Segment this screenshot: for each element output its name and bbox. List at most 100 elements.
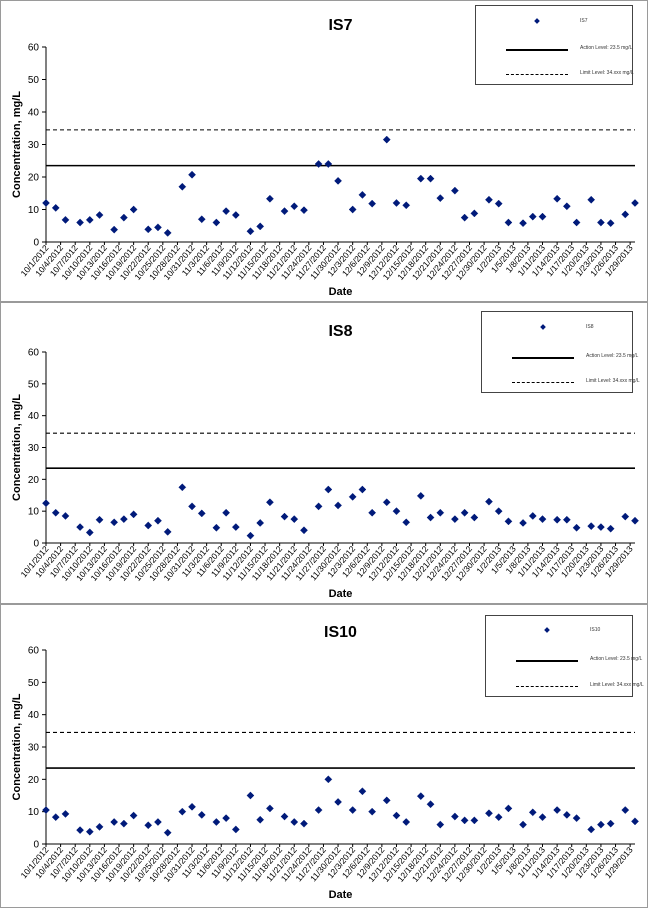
y-tick-label: 0	[33, 539, 39, 550]
y-tick-label: 40	[28, 411, 40, 422]
y-tick-label: 50	[28, 379, 40, 390]
data-point	[402, 201, 411, 210]
data-point	[392, 507, 401, 516]
data-point	[382, 498, 391, 507]
data-point	[470, 513, 479, 522]
legend-is8: IS8 Action Level: 23.5 mg/L Limit Level:…	[481, 311, 640, 393]
data-point	[61, 512, 70, 520]
data-point	[606, 524, 615, 533]
y-axis-label: Concentration, mg/L	[11, 693, 23, 800]
data-point	[231, 211, 240, 219]
y-tick-label: 20	[28, 173, 40, 184]
data-point	[154, 223, 162, 232]
data-point	[188, 502, 196, 511]
legend-item-action-level: Action Level: 23.5 mg/L	[476, 43, 632, 55]
data-point	[61, 216, 70, 224]
data-point	[178, 182, 187, 191]
data-point	[129, 811, 138, 820]
data-point	[460, 508, 469, 517]
data-point	[597, 820, 605, 829]
data-point	[572, 523, 581, 532]
data-point	[426, 174, 435, 183]
data-point	[110, 225, 119, 234]
data-point	[246, 227, 255, 236]
y-tick-label: 10	[28, 205, 40, 216]
y-axis-label: Concentration, mg/L	[11, 394, 23, 501]
data-point	[144, 821, 153, 830]
data-point	[402, 818, 411, 826]
y-tick-label: 20	[28, 775, 40, 786]
data-point	[334, 177, 342, 185]
data-point	[562, 515, 571, 524]
data-point	[553, 515, 561, 524]
data-point	[528, 808, 537, 817]
dashed-line-icon	[512, 382, 574, 383]
data-point	[280, 512, 289, 521]
data-point	[597, 523, 605, 531]
y-tick-label: 40	[28, 710, 40, 721]
chart-title: IS7	[328, 17, 352, 34]
y-tick-label: 60	[28, 43, 40, 54]
data-point	[528, 212, 537, 221]
legend-is7: IS7 Action Level: 23.5 mg/L Limit Level:…	[475, 5, 634, 85]
data-point	[300, 526, 308, 535]
data-point	[129, 205, 138, 214]
data-point	[280, 207, 289, 216]
legend-label: IS8	[586, 324, 594, 330]
data-point	[222, 207, 230, 216]
legend-label: IS10	[590, 627, 601, 633]
data-point	[120, 819, 128, 828]
data-point	[95, 822, 104, 831]
data-point	[42, 199, 50, 207]
data-point	[368, 199, 377, 208]
legend-label: Limit Level: 34.xxx mg/L	[590, 682, 644, 688]
dashed-line-icon	[506, 74, 568, 75]
data-point	[504, 517, 513, 526]
legend-item-action-level: Action Level: 23.5 mg/L	[486, 654, 642, 666]
data-point	[358, 190, 367, 199]
data-point	[212, 523, 221, 532]
data-point	[324, 775, 333, 784]
data-point	[231, 523, 240, 531]
data-point	[553, 806, 561, 814]
data-point	[266, 804, 274, 813]
data-point	[562, 811, 571, 819]
data-point	[436, 508, 445, 517]
y-tick-label: 30	[28, 443, 40, 454]
legend-item-series: IS7	[476, 16, 632, 28]
data-point	[631, 817, 639, 826]
data-point	[451, 186, 459, 195]
data-point	[631, 516, 639, 525]
data-point	[416, 174, 425, 183]
data-point	[572, 218, 581, 227]
data-point	[451, 515, 459, 524]
data-point	[197, 509, 206, 518]
data-point	[562, 202, 571, 211]
data-point	[334, 501, 342, 510]
dashed-line-icon	[516, 686, 578, 687]
data-point	[597, 218, 605, 227]
data-point	[382, 135, 391, 144]
data-point	[51, 508, 60, 517]
data-point	[460, 213, 469, 222]
data-point	[587, 825, 596, 834]
data-point	[451, 812, 459, 821]
data-point	[485, 497, 493, 506]
legend-label: IS7	[580, 18, 588, 24]
data-point	[606, 219, 615, 228]
data-point	[494, 813, 503, 822]
y-tick-label: 0	[33, 238, 39, 249]
data-point	[163, 527, 172, 536]
y-tick-label: 30	[28, 743, 40, 754]
data-point	[528, 512, 537, 520]
data-point	[144, 521, 153, 530]
data-point	[76, 523, 84, 531]
y-tick-label: 60	[28, 646, 40, 657]
diamond-marker-icon	[544, 627, 550, 633]
data-point	[392, 199, 401, 207]
data-point	[280, 812, 289, 821]
data-point	[631, 199, 639, 207]
y-tick-label: 60	[28, 348, 40, 359]
y-tick-label: 10	[28, 507, 40, 518]
